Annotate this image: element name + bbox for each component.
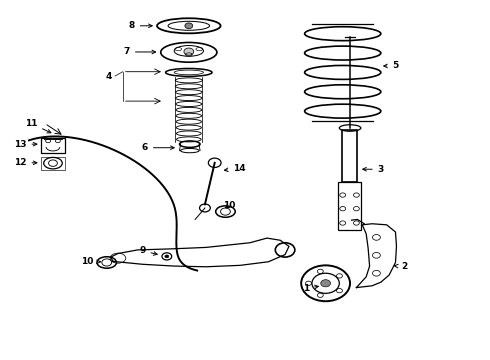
Text: 8: 8 [128,21,152,30]
Text: 14: 14 [224,164,245,173]
Text: 11: 11 [24,119,51,133]
Text: 5: 5 [384,62,399,71]
Circle shape [321,280,331,287]
Text: 7: 7 [123,48,156,57]
Circle shape [165,255,169,258]
Text: 3: 3 [363,165,384,174]
Text: 9: 9 [139,246,157,255]
Text: 1: 1 [303,284,318,293]
Text: 4: 4 [106,72,112,81]
Bar [342,130,357,182]
Circle shape [185,23,193,29]
Text: 12: 12 [14,158,37,167]
Text: 10: 10 [81,257,100,266]
Text: 6: 6 [142,143,174,152]
Text: 10: 10 [223,201,236,210]
Circle shape [184,48,194,55]
Text: 13: 13 [14,140,37,149]
Bar [338,182,361,230]
Text: 2: 2 [394,262,407,271]
